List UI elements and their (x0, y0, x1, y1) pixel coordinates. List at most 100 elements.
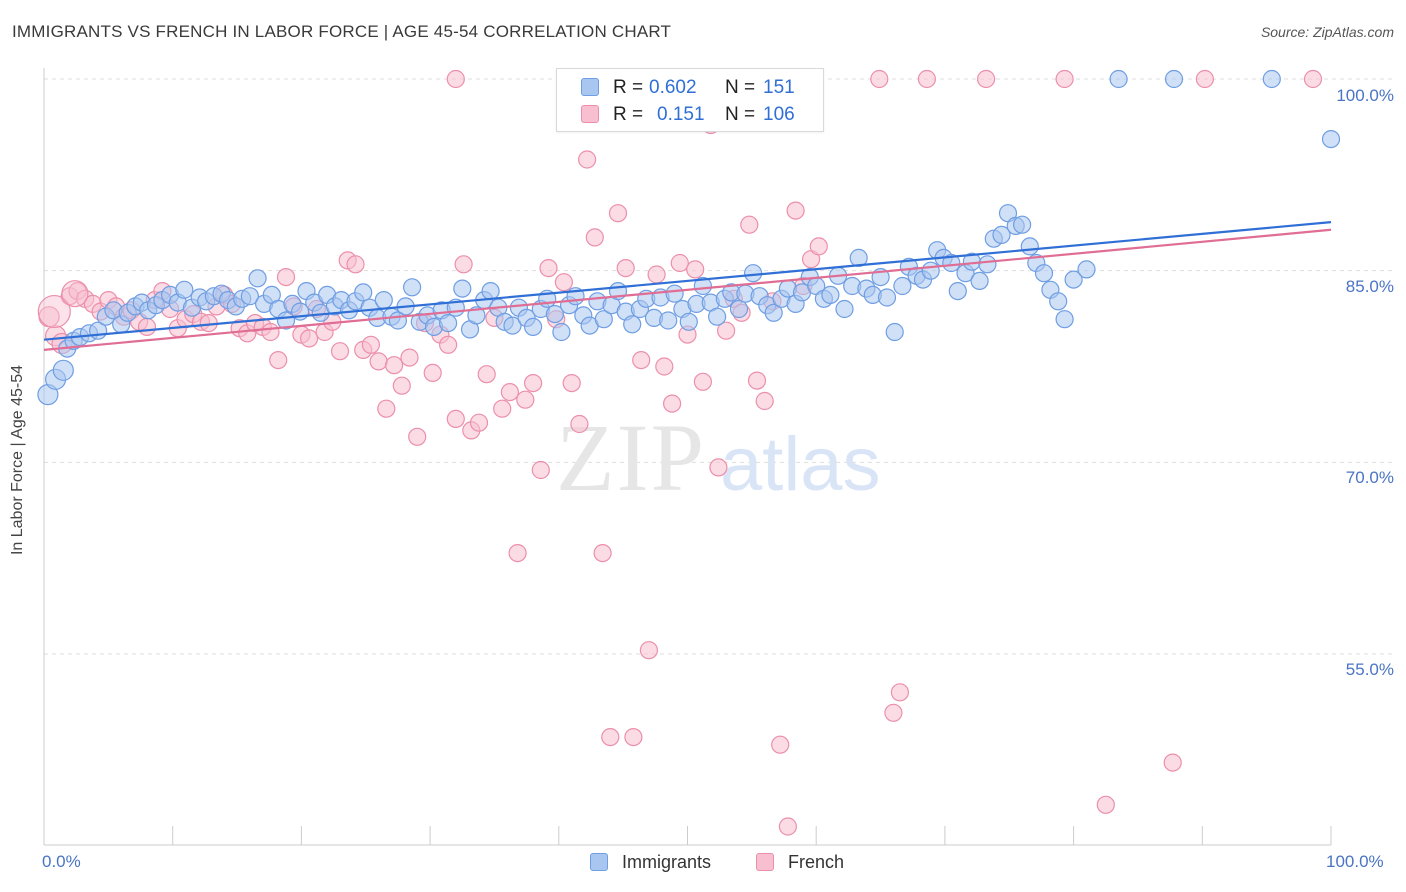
data-point (1321, 130, 1341, 149)
legend-r-label: R = (613, 77, 644, 98)
data-point (137, 317, 157, 336)
data-point (647, 265, 666, 284)
trend-lines (43, 221, 1332, 351)
data-point (269, 351, 288, 370)
legend-swatch-immigrants (581, 78, 599, 96)
data-point (369, 352, 388, 371)
legend-r-value-immigrants: 0.602 (649, 77, 697, 98)
data-point (659, 311, 678, 330)
data-point (1064, 270, 1083, 289)
data-point (439, 314, 458, 333)
data-point (729, 299, 749, 319)
data-point (552, 322, 571, 342)
data-point (1055, 69, 1074, 89)
data-point (942, 253, 961, 273)
legend-row-immigrants: R = 0.602 N = 151 (557, 73, 823, 101)
data-point (446, 409, 465, 428)
data-point (1164, 69, 1184, 89)
data-point (778, 817, 798, 836)
y-tick-100: 100.0% (1336, 86, 1394, 105)
data-point (747, 371, 767, 390)
data-point (175, 280, 194, 299)
data-point (740, 215, 759, 234)
data-point (469, 413, 489, 432)
data-point (870, 69, 889, 89)
data-point (276, 268, 296, 287)
data-point (1049, 292, 1068, 311)
data-point (693, 372, 713, 391)
data-point (976, 69, 996, 89)
data-point (632, 351, 651, 370)
data-point (481, 282, 500, 301)
legend-row-french: R = 0.151 N = 106 (557, 100, 823, 128)
data-point (884, 703, 903, 722)
data-point (1012, 215, 1032, 234)
data-point (771, 735, 790, 754)
data-point (392, 376, 411, 395)
data-point (764, 303, 783, 322)
data-point (665, 284, 684, 303)
data-point (948, 282, 967, 301)
chart-title: IMMIGRANTS VS FRENCH IN LABOR FORCE | AG… (12, 22, 672, 41)
data-point (1055, 310, 1074, 329)
legend-item-french[interactable]: French (756, 852, 866, 874)
data-point (454, 255, 473, 274)
y-tick-55: 55.0% (1345, 660, 1394, 679)
data-point (1020, 237, 1039, 256)
data-point (503, 316, 522, 335)
data-point (917, 69, 937, 89)
data-point (562, 374, 581, 393)
data-point (709, 458, 728, 477)
data-point (554, 273, 574, 292)
trend-line-immigrants (43, 221, 1332, 341)
data-point (374, 291, 393, 310)
source-label: Source: ZipAtlas.com (1260, 24, 1394, 40)
data-point (354, 283, 373, 302)
gridlines (44, 78, 1392, 655)
data-point (670, 253, 689, 273)
data-point (361, 335, 380, 354)
data-point (439, 335, 458, 354)
data-point (570, 414, 589, 434)
data-point (608, 204, 628, 223)
data-point (446, 69, 465, 89)
data-point (662, 394, 682, 413)
legend-swatch-french (756, 853, 774, 871)
legend-label-immigrants: Immigrants (622, 852, 712, 872)
data-point (403, 278, 422, 297)
data-point (52, 359, 74, 381)
legend-n-label: N = (725, 104, 756, 125)
data-point (1077, 260, 1096, 279)
legend-item-immigrants[interactable]: Immigrants (590, 852, 730, 874)
legend-n-value-immigrants: 151 (763, 77, 795, 98)
data-point (743, 264, 763, 283)
legend-r-label: R = (613, 104, 644, 125)
data-point (623, 315, 642, 334)
data-point (385, 356, 404, 375)
legend-r-value-french: 0.151 (657, 104, 705, 125)
data-point (593, 543, 612, 563)
data-point (423, 363, 442, 382)
data-point (1262, 69, 1281, 89)
data-point (248, 269, 267, 288)
data-point (477, 365, 496, 384)
data-point (516, 390, 535, 409)
data-point (1303, 69, 1323, 89)
data-point (523, 317, 543, 336)
data-point (330, 342, 350, 361)
y-tick-85: 85.0% (1345, 277, 1394, 296)
data-point (453, 279, 472, 298)
watermark: ZIP atlas (556, 404, 881, 511)
x-tick-0: 0.0% (42, 852, 81, 871)
data-point (835, 299, 854, 319)
data-point (686, 260, 705, 279)
data-point (970, 271, 989, 290)
legend-n-value-french: 106 (763, 104, 795, 125)
data-point (300, 329, 319, 348)
data-point (1163, 753, 1182, 772)
data-point (508, 543, 527, 563)
watermark-atlas: atlas (720, 422, 881, 507)
y-axis-label: In Labor Force | Age 45-54 (9, 364, 26, 556)
data-point (679, 312, 698, 331)
